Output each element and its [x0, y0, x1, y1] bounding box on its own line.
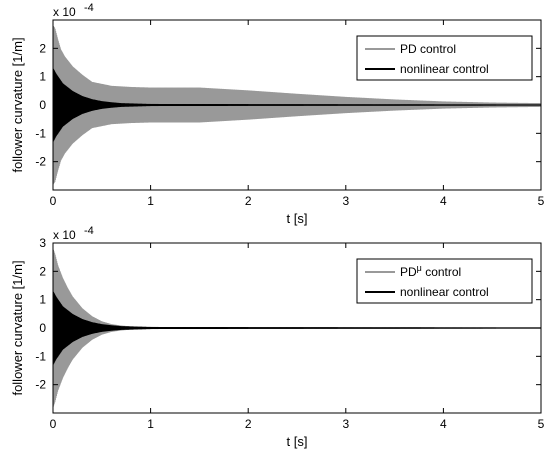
y-scale-exponent: -4 — [84, 2, 94, 14]
y-tick-label: 0 — [39, 321, 46, 335]
y-tick-label: -1 — [35, 349, 46, 363]
legend-entry-0: PDμ control — [400, 263, 461, 279]
chart-panel-2: 0 1 2 3 4 5 -2 -1 0 1 2 3 x 10 -4 t [s] follower curvat… — [10, 225, 545, 449]
x-tick-label: 4 — [440, 417, 447, 431]
legend-entry-suffix: control — [422, 265, 461, 279]
x-tick-label: 1 — [147, 194, 154, 208]
legend-entry-superscript: μ — [417, 263, 422, 273]
y-tick-label: 0 — [39, 98, 46, 112]
y-axis-label: follower curvature [1/m] — [10, 37, 25, 172]
y-axis-label: follower curvature [1/m] — [10, 260, 25, 395]
chart-panel-1: 0 1 2 3 4 5 -2 -1 0 1 2 x 10 -4 t [s] follower curvatu… — [10, 2, 545, 226]
legend: PDμ control nonlinear control — [356, 258, 533, 304]
x-tick-label: 5 — [538, 194, 545, 208]
legend-entry-1: nonlinear control — [400, 62, 489, 76]
y-tick-label: 1 — [39, 70, 46, 84]
legend-box — [356, 258, 533, 304]
y-tick-label: -2 — [35, 155, 46, 169]
y-scale-label: x 10 — [53, 228, 76, 242]
x-axis-label: t [s] — [287, 434, 308, 449]
y-tick-label: 2 — [39, 264, 46, 278]
x-tick-label: 5 — [538, 417, 545, 431]
y-scale-label: x 10 — [53, 5, 76, 19]
x-tick-label: 2 — [245, 194, 252, 208]
legend-entry-1: nonlinear control — [400, 285, 489, 299]
y-tick-label: 1 — [39, 293, 46, 307]
x-tick-label: 3 — [342, 194, 349, 208]
x-tick-label: 3 — [342, 417, 349, 431]
legend: PD control nonlinear control — [356, 35, 533, 81]
legend-entry-name: nonlinear control — [400, 285, 489, 299]
legend-entry-name: PD — [400, 265, 417, 279]
y-tick-label: -2 — [35, 378, 46, 392]
x-tick-label: 4 — [440, 194, 447, 208]
x-tick-label: 1 — [147, 417, 154, 431]
legend-entry-0: PD control — [400, 42, 456, 56]
x-axis-label: t [s] — [287, 211, 308, 226]
y-tick-label: -1 — [35, 126, 46, 140]
y-scale-exponent: -4 — [84, 225, 94, 237]
x-tick-label: 0 — [50, 194, 57, 208]
series-line-pd — [52, 25, 542, 185]
legend-entry-name: nonlinear control — [400, 62, 489, 76]
y-tick-label: 3 — [39, 236, 46, 250]
x-tick-label: 2 — [245, 417, 252, 431]
legend-box — [356, 35, 533, 81]
y-tick-label: 2 — [39, 41, 46, 55]
x-tick-label: 0 — [50, 417, 57, 431]
legend-entry-name: PD control — [400, 42, 456, 56]
